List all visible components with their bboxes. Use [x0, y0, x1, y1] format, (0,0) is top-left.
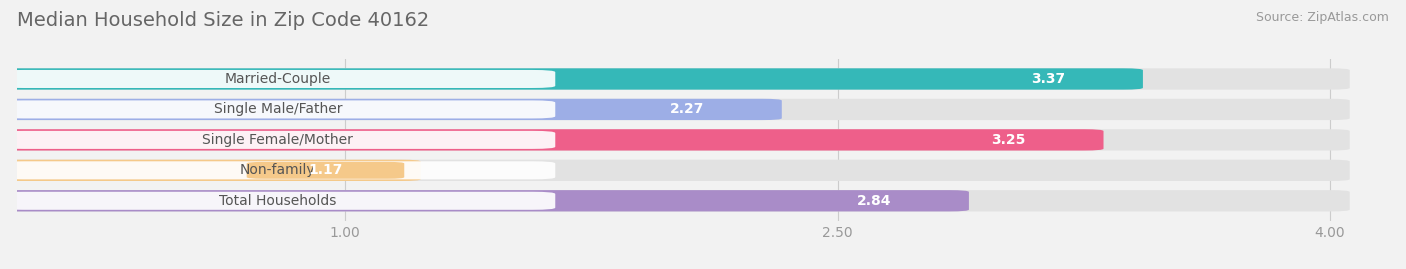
- FancyBboxPatch shape: [0, 99, 1350, 120]
- Text: Single Male/Father: Single Male/Father: [214, 102, 342, 116]
- FancyBboxPatch shape: [929, 132, 1087, 148]
- Text: Source: ZipAtlas.com: Source: ZipAtlas.com: [1256, 11, 1389, 24]
- FancyBboxPatch shape: [969, 70, 1126, 87]
- Text: Single Female/Mother: Single Female/Mother: [202, 133, 353, 147]
- FancyBboxPatch shape: [0, 68, 1143, 90]
- FancyBboxPatch shape: [0, 68, 1350, 90]
- FancyBboxPatch shape: [0, 190, 1350, 211]
- Text: Median Household Size in Zip Code 40162: Median Household Size in Zip Code 40162: [17, 11, 429, 30]
- FancyBboxPatch shape: [794, 192, 952, 209]
- FancyBboxPatch shape: [0, 160, 420, 181]
- Text: Total Households: Total Households: [219, 194, 336, 208]
- FancyBboxPatch shape: [0, 70, 555, 88]
- Text: 3.37: 3.37: [1031, 72, 1064, 86]
- Text: 1.17: 1.17: [308, 163, 343, 177]
- FancyBboxPatch shape: [0, 131, 555, 149]
- FancyBboxPatch shape: [607, 101, 765, 118]
- Text: 2.27: 2.27: [669, 102, 704, 116]
- FancyBboxPatch shape: [0, 160, 1350, 181]
- Text: 3.25: 3.25: [991, 133, 1025, 147]
- FancyBboxPatch shape: [0, 192, 555, 210]
- Text: Married-Couple: Married-Couple: [225, 72, 330, 86]
- FancyBboxPatch shape: [0, 99, 782, 120]
- FancyBboxPatch shape: [246, 162, 405, 179]
- FancyBboxPatch shape: [0, 190, 969, 211]
- Text: 2.84: 2.84: [856, 194, 891, 208]
- FancyBboxPatch shape: [0, 129, 1104, 151]
- FancyBboxPatch shape: [0, 100, 555, 118]
- FancyBboxPatch shape: [0, 161, 555, 179]
- FancyBboxPatch shape: [0, 129, 1350, 151]
- Text: Non-family: Non-family: [240, 163, 316, 177]
